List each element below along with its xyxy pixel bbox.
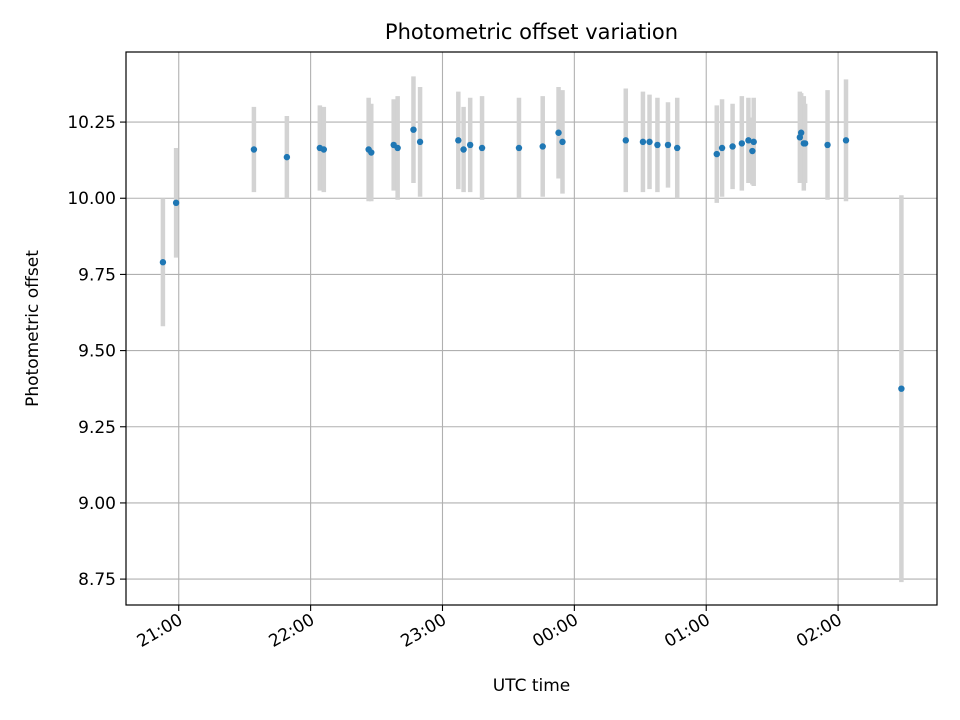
data-point [718,144,726,152]
y-tick-label: 9.50 [78,342,116,362]
data-point [639,138,647,146]
data-point [559,138,566,146]
plot-area-frame [125,51,938,606]
chart-title: Photometric offset variation [385,20,678,44]
data-point [797,129,805,136]
data-point [320,146,328,153]
data-points [159,126,905,392]
data-point [539,143,546,150]
data-point [749,147,756,155]
data-point [394,144,401,152]
data-point [515,144,523,152]
data-point [159,259,167,266]
data-point [801,140,809,147]
y-axis-label: Photometric offset [23,250,43,407]
data-point [898,385,905,392]
y-tick-label: 10.25 [67,113,116,133]
data-point [738,140,746,147]
y-tick-label: 10.00 [67,189,116,209]
data-point [824,141,831,149]
data-point [729,143,736,150]
data-point [172,199,180,207]
x-axis-label: UTC time [493,676,571,696]
data-point [622,137,629,144]
data-point [654,141,661,149]
grid [126,52,937,605]
y-tick-label: 9.75 [78,265,116,285]
data-point [416,138,424,146]
data-point [842,137,850,144]
data-point [478,144,486,152]
data-point [460,146,467,153]
data-point [250,146,258,153]
data-point [283,153,291,161]
data-point [646,138,653,146]
data-point [466,141,474,149]
data-point [664,141,672,149]
y-tick-label: 8.75 [78,570,116,590]
y-tick-label: 9.00 [78,494,116,514]
data-point [745,137,752,144]
data-point [555,129,562,136]
data-point [750,138,757,146]
data-point [410,126,417,133]
data-point [713,150,720,158]
data-point [674,144,681,152]
data-point [455,137,462,144]
data-point [368,149,375,156]
y-tick-label: 9.25 [78,418,116,438]
